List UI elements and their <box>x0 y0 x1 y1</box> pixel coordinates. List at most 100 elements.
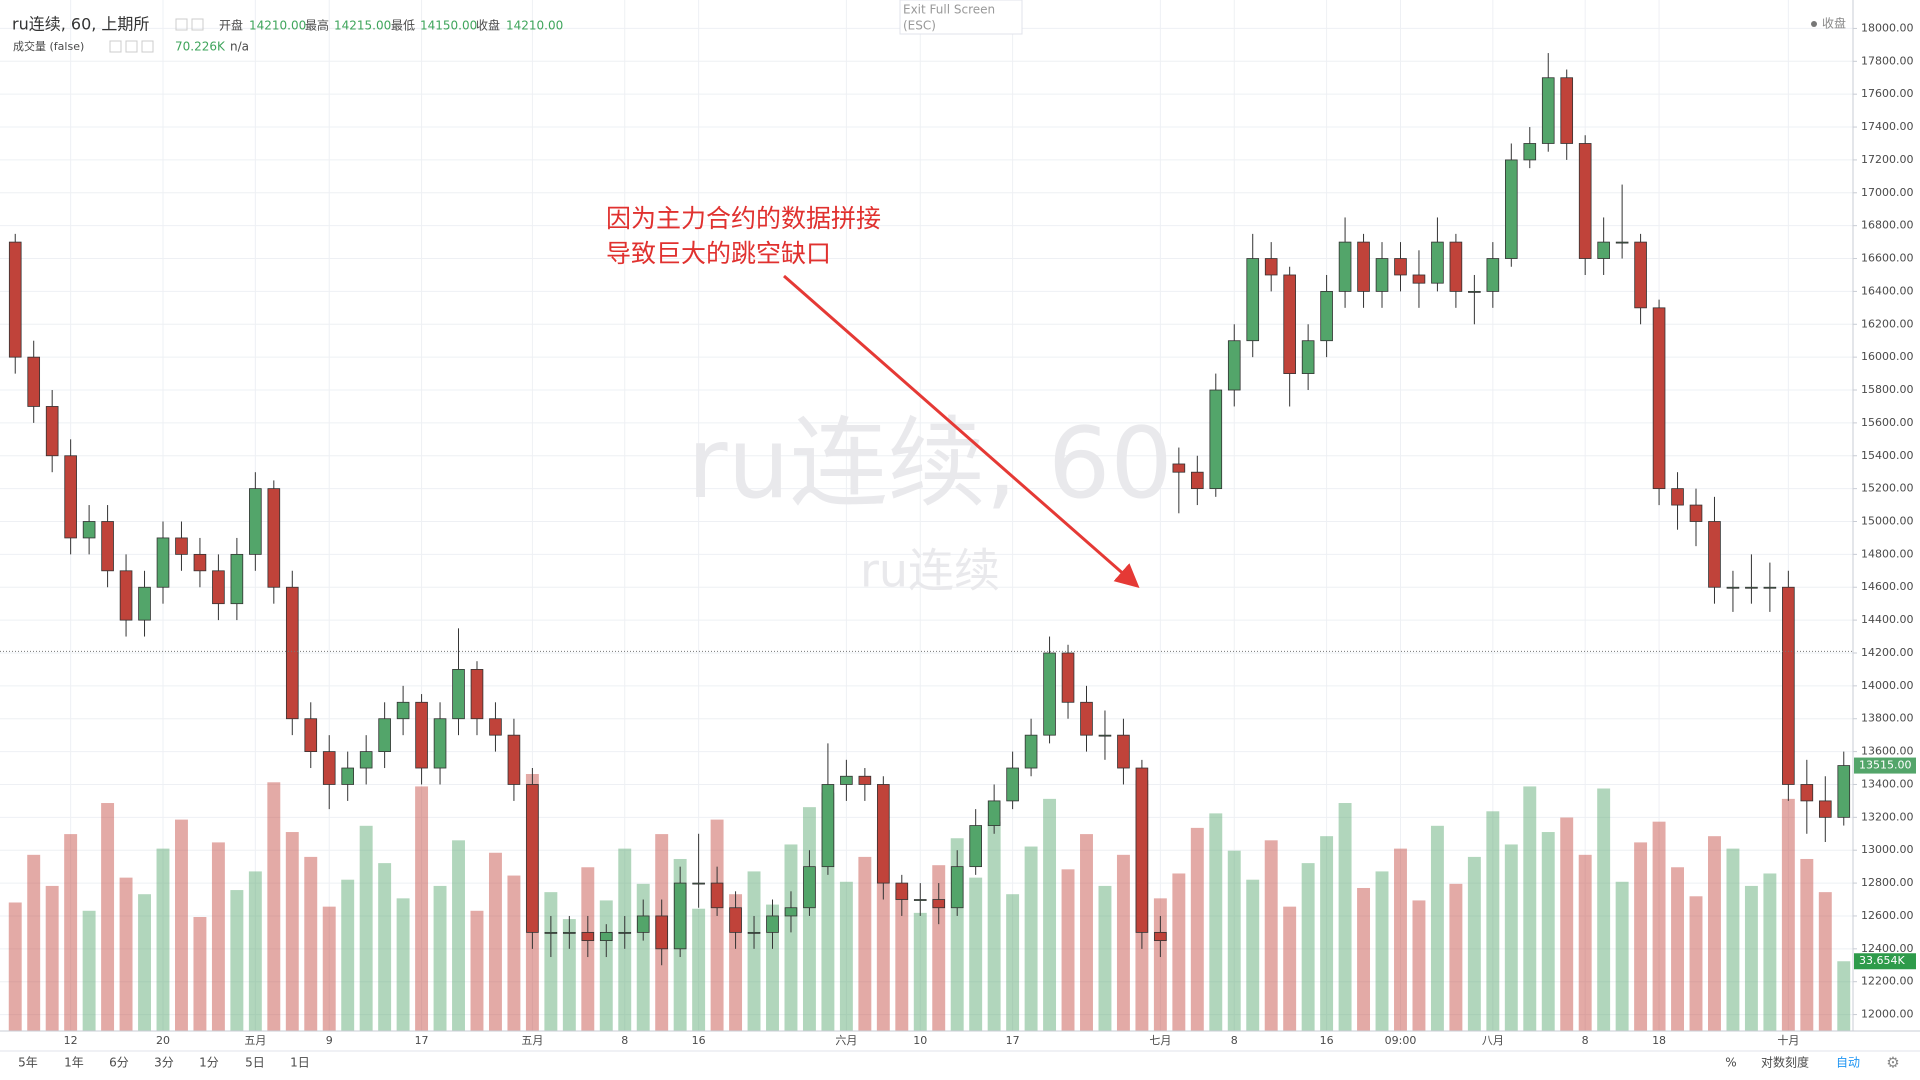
volume-bar <box>1301 863 1315 1031</box>
legend-right: 收盘 <box>1822 16 1846 31</box>
volume-bar <box>193 917 207 1031</box>
range-button[interactable]: 6分 <box>109 1056 129 1070</box>
low-value: 14150.00 <box>420 19 477 33</box>
volume-bar <box>285 832 299 1031</box>
y-tick-label: 14400.00 <box>1861 613 1914 626</box>
x-tick-label: 17 <box>1006 1034 1020 1047</box>
close-value: 14210.00 <box>506 19 563 33</box>
candle-body <box>877 784 890 884</box>
y-tick-label: 17600.00 <box>1861 87 1914 100</box>
candle-body <box>840 775 853 785</box>
volume-bar <box>1006 894 1020 1031</box>
candle-body <box>563 931 576 934</box>
exit-fullscreen[interactable] <box>899 0 1023 35</box>
range-button[interactable]: 1年 <box>64 1056 84 1070</box>
volume-bar <box>1190 827 1204 1031</box>
candle-body <box>1246 258 1260 342</box>
candle-body <box>1024 734 1038 769</box>
x-tick-label: 09:00 <box>1385 1034 1417 1047</box>
volume-bar <box>766 904 779 1031</box>
volume-bar <box>1061 869 1075 1031</box>
candle-body <box>655 915 668 950</box>
volume-bar <box>599 900 613 1031</box>
x-tick-label: 五月 <box>244 1034 266 1047</box>
y-tick-label: 16200.00 <box>1861 317 1914 330</box>
candle-body <box>249 488 262 555</box>
annotation: 导致巨大的跳空缺口 <box>606 239 831 268</box>
volume-bar <box>82 910 96 1031</box>
candle-body <box>378 718 391 752</box>
open-value: 14210.00 <box>249 19 306 33</box>
candle-body <box>526 784 539 933</box>
candle-body <box>618 931 632 934</box>
volume-bar <box>784 844 798 1031</box>
y-tick-label: 16600.00 <box>1861 252 1914 265</box>
volume-bar <box>470 910 484 1031</box>
y-tick-label: 15800.00 <box>1861 383 1914 396</box>
y-tick-label: 12000.00 <box>1861 1008 1914 1021</box>
y-tick-label: 14000.00 <box>1861 679 1914 692</box>
candle-body <box>1782 586 1795 785</box>
settings-icon[interactable]: ⚙ <box>1886 1054 1899 1072</box>
candle-body <box>1468 291 1481 293</box>
candle-body <box>1394 258 1407 276</box>
candle-body <box>27 356 41 407</box>
range-button[interactable]: 5年 <box>18 1056 38 1070</box>
candle-body <box>452 669 465 720</box>
candle-body <box>1597 241 1610 259</box>
volume-bar <box>1597 788 1611 1031</box>
last-price-box <box>1854 757 1916 774</box>
volume-bar <box>1098 885 1112 1031</box>
range-button[interactable]: 5日 <box>245 1056 265 1070</box>
volume-bar <box>304 856 318 1031</box>
volume-bar <box>1708 836 1721 1031</box>
volume-bar <box>802 807 816 1031</box>
x-tick-label: 七月 <box>1149 1034 1171 1047</box>
volume-bar <box>230 890 244 1031</box>
candle-body <box>285 586 299 720</box>
y-tick-label: 15400.00 <box>1861 449 1914 462</box>
icon <box>175 18 188 31</box>
volume-bar <box>710 819 724 1031</box>
candle-body <box>1043 652 1056 736</box>
toolbar-option[interactable]: % <box>1725 1056 1736 1070</box>
candle-body <box>1412 274 1426 284</box>
toolbar-option[interactable]: 自动 <box>1836 1056 1860 1070</box>
range-button[interactable]: 1日 <box>290 1056 310 1070</box>
exit-fullscreen-text[interactable]: Exit Full Screen <box>903 3 995 17</box>
candle-body <box>1708 521 1721 588</box>
candle-body <box>636 915 650 933</box>
volume-bar <box>1043 798 1057 1031</box>
x-tick-label: 12 <box>64 1034 78 1047</box>
candle-body <box>987 800 1001 826</box>
volume-bar <box>1541 832 1555 1031</box>
x-tick-label: 16 <box>1320 1034 1334 1047</box>
volume-bar <box>1781 798 1795 1031</box>
candle-body <box>895 882 909 900</box>
y-tick-label: 13800.00 <box>1861 712 1914 725</box>
candle-body <box>1689 504 1703 522</box>
last-volume-label: 33.654K <box>1859 954 1905 967</box>
range-button[interactable]: 3分 <box>154 1056 174 1070</box>
x-tick-label: 18 <box>1652 1034 1666 1047</box>
candle-body <box>1098 734 1112 737</box>
range-button[interactable]: 1分 <box>199 1056 219 1070</box>
toolbar-option[interactable]: 对数刻度 <box>1761 1055 1809 1070</box>
y-tick-label: 14600.00 <box>1861 580 1914 593</box>
candle-body <box>766 915 779 933</box>
y-tick-label: 15000.00 <box>1861 515 1914 528</box>
volume-bar <box>359 825 373 1031</box>
candle-body <box>1837 765 1851 818</box>
candle-body <box>396 701 410 720</box>
volume-bar <box>1227 850 1241 1031</box>
candle-body <box>1209 389 1223 490</box>
volume-bar <box>1357 887 1371 1031</box>
candle-body <box>1320 291 1333 342</box>
volume-bar <box>1578 854 1592 1031</box>
y-tick-label: 16000.00 <box>1861 350 1914 363</box>
candle-body <box>82 521 96 539</box>
low-label: 最低 <box>391 19 415 33</box>
exit-fullscreen-key[interactable]: (ESC) <box>903 19 936 33</box>
open-label: 开盘 <box>219 18 243 33</box>
